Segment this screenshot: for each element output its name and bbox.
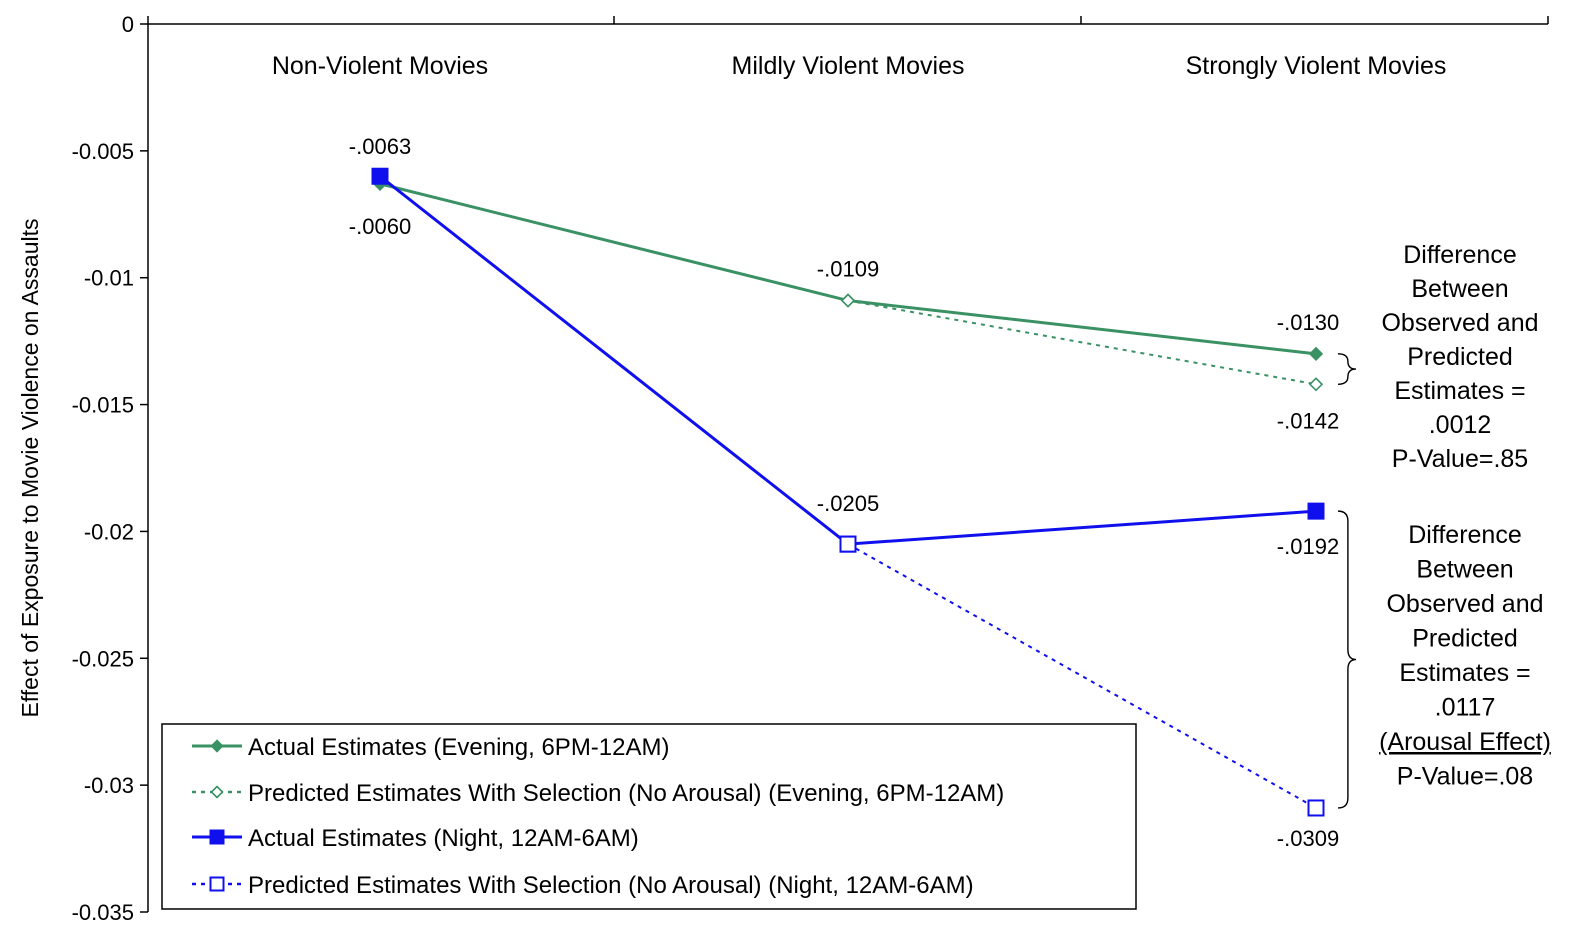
annotation-line: Between	[1416, 556, 1513, 584]
y-tick-label: -0.025	[72, 646, 134, 671]
data-label: -.0192	[1277, 534, 1339, 559]
data-point	[840, 293, 856, 308]
category-label: Mildly Violent Movies	[732, 52, 965, 80]
data-point	[839, 535, 857, 553]
annotation-line: P-Value=.08	[1397, 763, 1533, 791]
y-axis-label: Effect of Exposure to Movie Violence on …	[17, 218, 43, 717]
y-tick-label: -0.01	[84, 266, 134, 291]
y-tick-label: -0.02	[84, 519, 134, 544]
y-tick-label: -0.035	[72, 900, 134, 925]
series-line	[379, 175, 1317, 546]
legend-item: Actual Estimates (Night, 12AM-6AM)	[192, 825, 639, 852]
data-label: -.0060	[349, 214, 411, 239]
series-markers	[371, 167, 1325, 817]
annotations: Difference Between Observed and Predicted Es…	[1337, 241, 1551, 809]
y-tick-label: -0.005	[72, 139, 134, 164]
annotation-line: .0117	[1435, 694, 1496, 722]
data-point	[210, 739, 224, 753]
y-tick-label: -0.015	[72, 393, 134, 418]
data-point	[1307, 502, 1325, 520]
legend-item: Actual Estimates (Evening, 6PM-12AM)	[192, 734, 670, 761]
data-label: -.0130	[1277, 310, 1339, 335]
data-labels: -.0063 -.0060 -.0109 -.0205 -.0130 -.0142 -.01…	[349, 134, 1339, 851]
y-tick-label: 0	[122, 12, 134, 37]
y-tick-label: -0.03	[84, 773, 134, 798]
data-point	[1308, 346, 1324, 361]
legend-label: Actual Estimates (Evening, 6PM-12AM)	[248, 734, 670, 761]
annotation-line: Observed and	[1381, 309, 1538, 337]
data-point	[209, 876, 225, 892]
category-label: Strongly Violent Movies	[1186, 52, 1447, 80]
data-label: -.0205	[817, 491, 879, 516]
category-labels: Non-Violent Movies Mildly Violent Movies S…	[272, 52, 1447, 80]
data-point	[1308, 377, 1324, 392]
bracket	[1337, 353, 1357, 385]
annotation-line: Difference	[1403, 241, 1517, 269]
legend-box	[161, 723, 1137, 910]
annotation-line: Predicted	[1412, 625, 1518, 653]
annotation-line: Estimates =	[1399, 659, 1530, 687]
legend-label: Actual Estimates (Night, 12AM-6AM)	[248, 825, 639, 852]
axis-layer: 0 -0.005 -0.01 -0.015 -0.02 -0.025 -0.03 -0.035	[72, 12, 1549, 925]
annotation-line: P-Value=.85	[1392, 445, 1528, 473]
legend-label: Predicted Estimates With Selection (No A…	[248, 872, 974, 899]
legend-item: Predicted Estimates With Selection (No A…	[192, 872, 974, 899]
data-label: -.0309	[1277, 826, 1339, 851]
data-point	[210, 785, 224, 799]
data-point	[1307, 799, 1325, 817]
annotation-line: Predicted	[1407, 343, 1513, 371]
data-label: -.0109	[817, 257, 879, 282]
legend-label: Predicted Estimates With Selection (No A…	[248, 780, 1004, 807]
data-point	[209, 829, 225, 845]
annotation-line: (Arousal Effect)	[1379, 728, 1551, 756]
legend: Actual Estimates (Evening, 6PM-12AM) Pred…	[161, 723, 1137, 910]
annotation-line: Estimates =	[1394, 377, 1525, 405]
annotation-line: Observed and	[1386, 590, 1543, 618]
annotation-line: Difference	[1408, 521, 1522, 549]
data-label: -.0063	[349, 134, 411, 159]
series-line	[847, 299, 1317, 386]
bracket	[1337, 510, 1357, 809]
annotation-line: .0012	[1429, 411, 1492, 439]
data-point	[371, 167, 389, 185]
annotation-line: Between	[1411, 275, 1508, 303]
data-label: -.0142	[1277, 408, 1339, 433]
category-label: Non-Violent Movies	[272, 52, 488, 80]
legend-item: Predicted Estimates With Selection (No A…	[192, 780, 1004, 807]
